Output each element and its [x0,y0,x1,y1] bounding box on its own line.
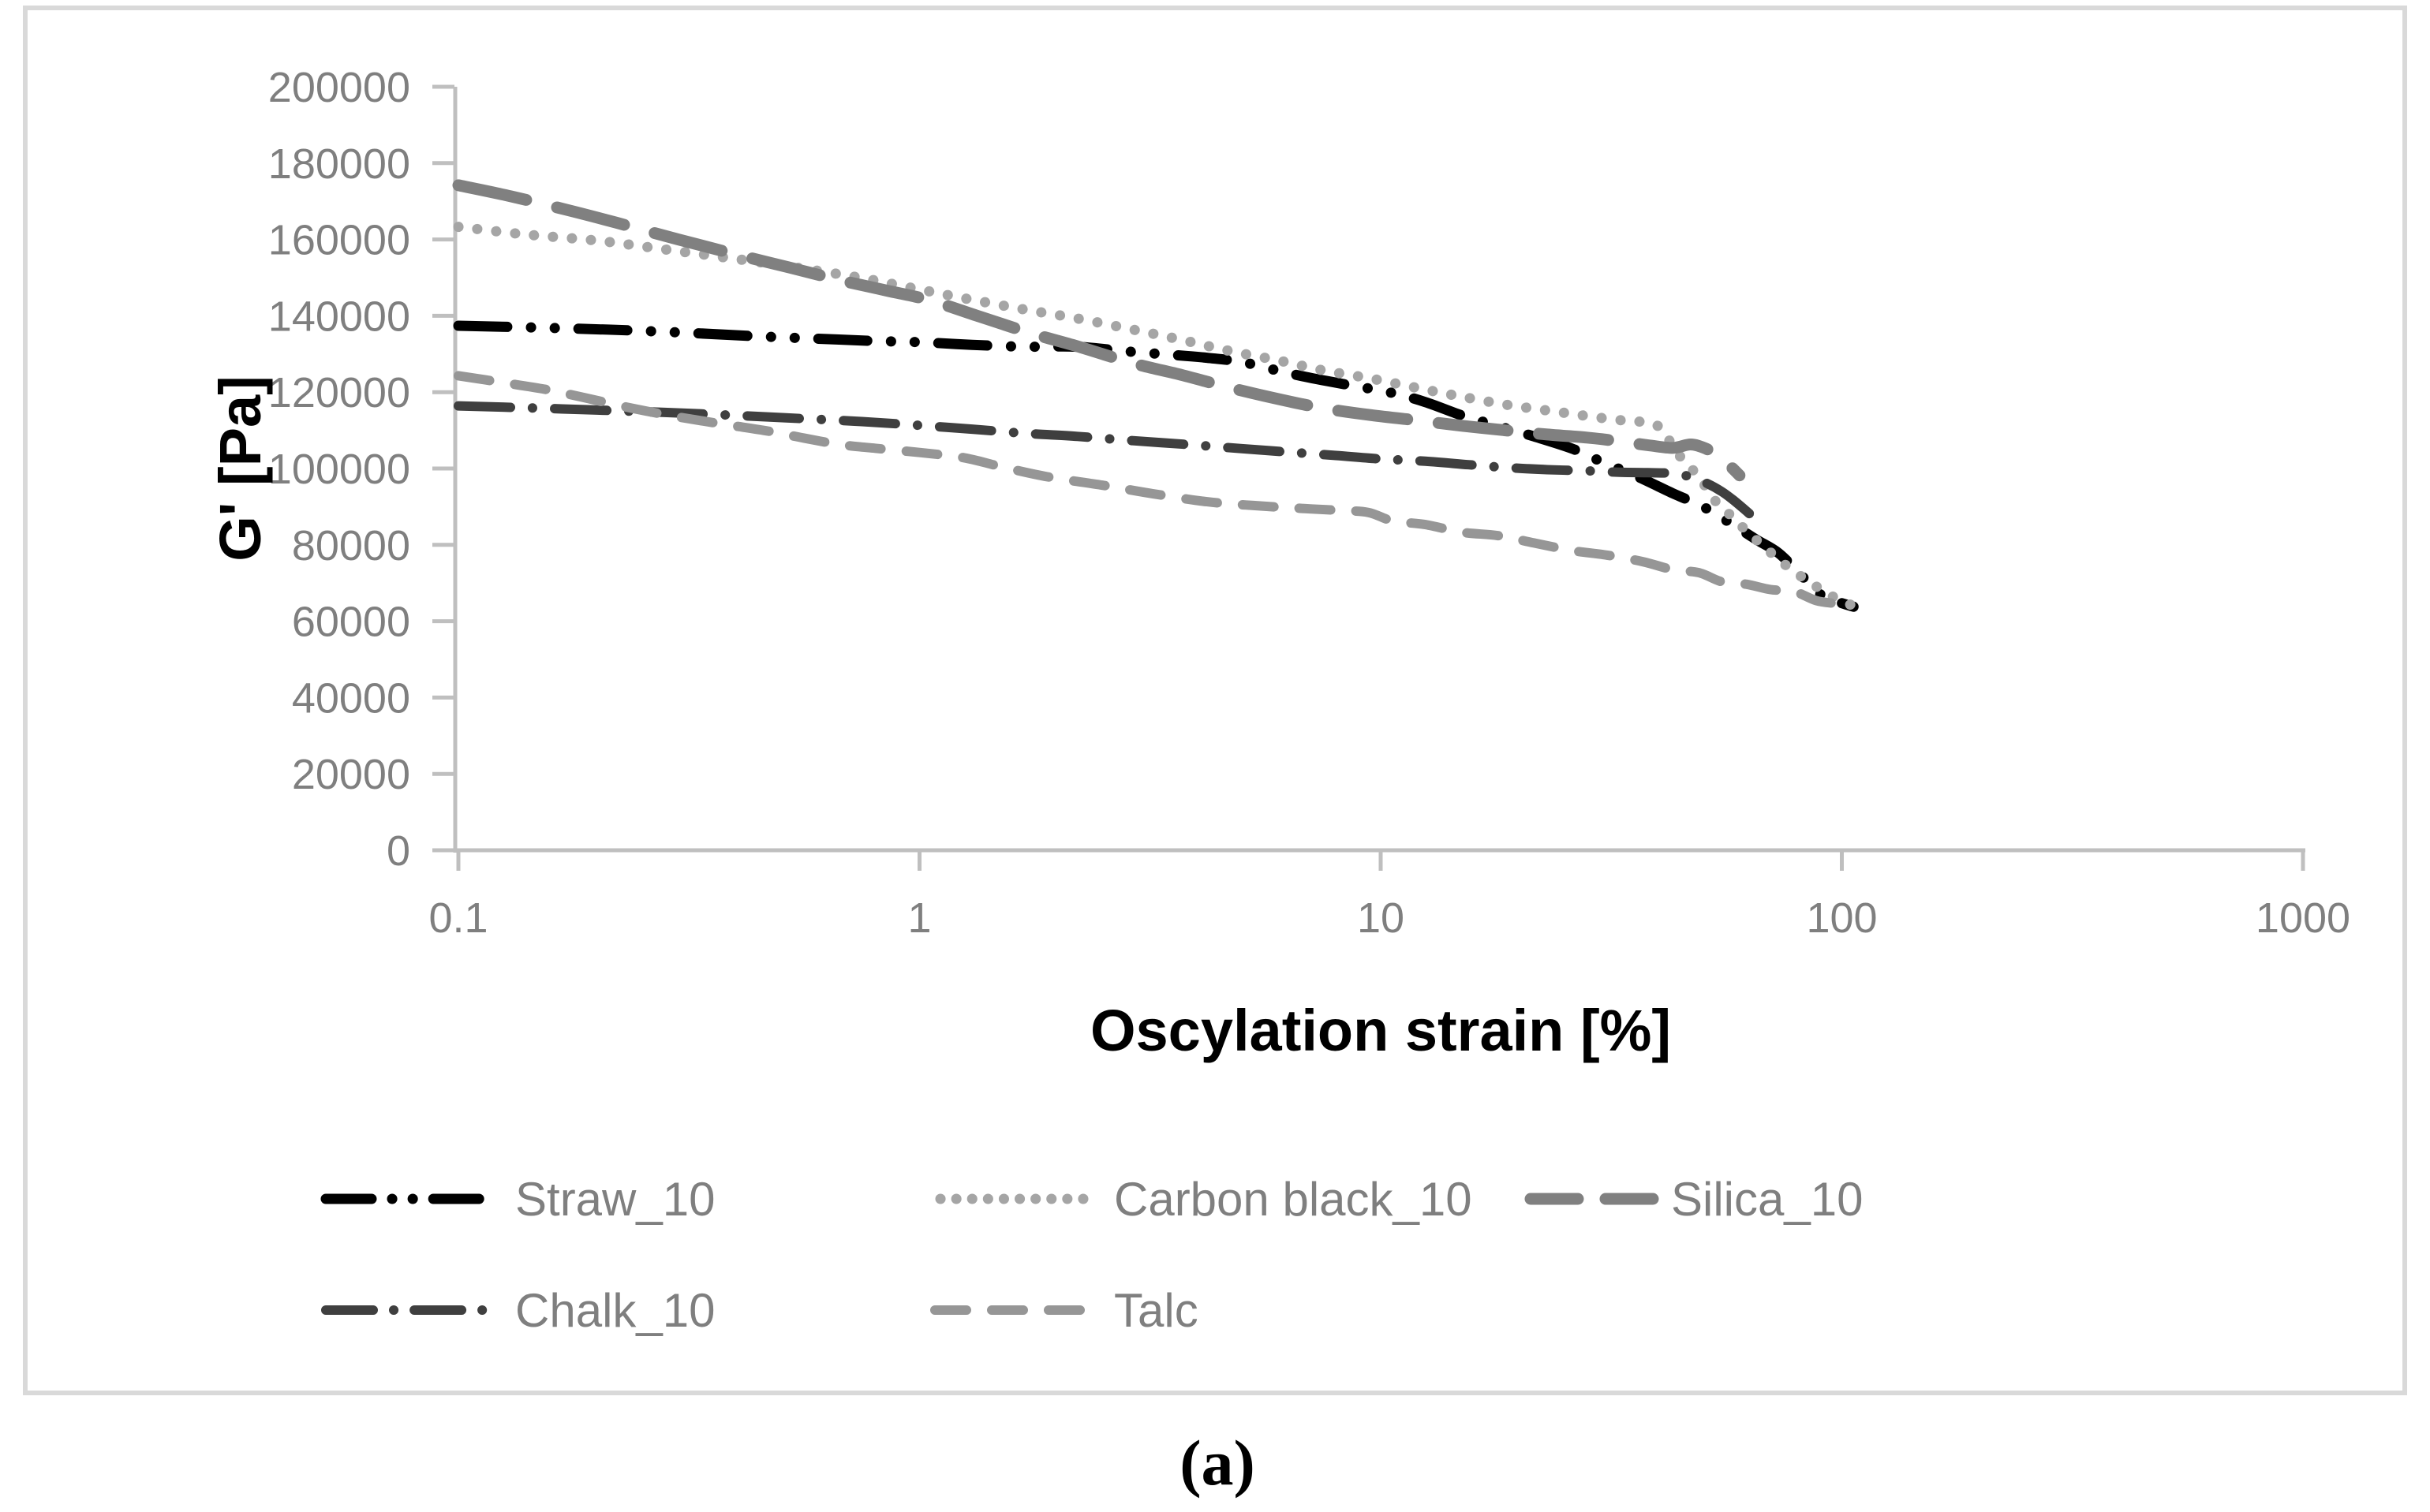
y-tick-label: 200000 [268,64,410,111]
y-tick-label: 160000 [268,217,410,264]
series-line-talc [454,371,1856,611]
x-tick-label: 0.1 [428,894,488,942]
series-line-silica-10 [452,179,1746,482]
y-tick-label: 80000 [292,522,410,569]
legend-item-straw: Straw_10 [320,1173,715,1226]
x-axis-title: Oscylation strain [%] [1090,998,1671,1063]
legend-label-carbon-black: Carbon black_10 [1114,1173,1472,1226]
x-tick-label: 1 [907,894,931,942]
y-axis-ticks: 0 20000 40000 60000 80000 100000 120000 140000 1… [268,64,454,875]
y-tick-label: 180000 [268,140,410,188]
y-tick-label: 60000 [292,599,410,646]
y-tick-label: 120000 [268,369,410,416]
legend-label-talc: Talc [1114,1284,1198,1337]
y-tick-label: 40000 [292,674,410,722]
x-axis-ticks: 0.1 1 10 100 1000 [428,850,2350,942]
x-tick-label: 10 [1357,894,1404,942]
legend-label-silica: Silica_10 [1671,1173,1864,1226]
y-axis-title: G' [Pa] [207,375,273,562]
legend-label-straw: Straw_10 [515,1173,715,1226]
legend-item-carbon-black: Carbon black_10 [935,1173,1472,1226]
x-tick-label: 100 [1806,894,1877,942]
series-curves [452,179,1859,612]
series-line-chalk-10 [454,401,1756,520]
figure-caption: (a) [1179,1427,1255,1499]
y-tick-label: 20000 [292,751,410,798]
series-line-straw-10 [453,320,1859,612]
series-line-carbon-black-10 [453,222,1859,611]
legend-label-chalk: Chalk_10 [515,1284,716,1337]
y-tick-label: 140000 [268,293,410,340]
x-tick-label: 1000 [2256,894,2350,942]
legend-item-talc: Talc [930,1284,1198,1337]
legend: Straw_10 Carbon black_10 Silica_10 Chalk… [320,1173,1864,1337]
y-tick-label: 100000 [268,446,410,493]
chart-frame [23,6,2407,1395]
legend-item-chalk: Chalk_10 [321,1284,716,1337]
legend-item-silica: Silica_10 [1524,1173,1864,1226]
y-tick-label: 0 [387,827,410,875]
